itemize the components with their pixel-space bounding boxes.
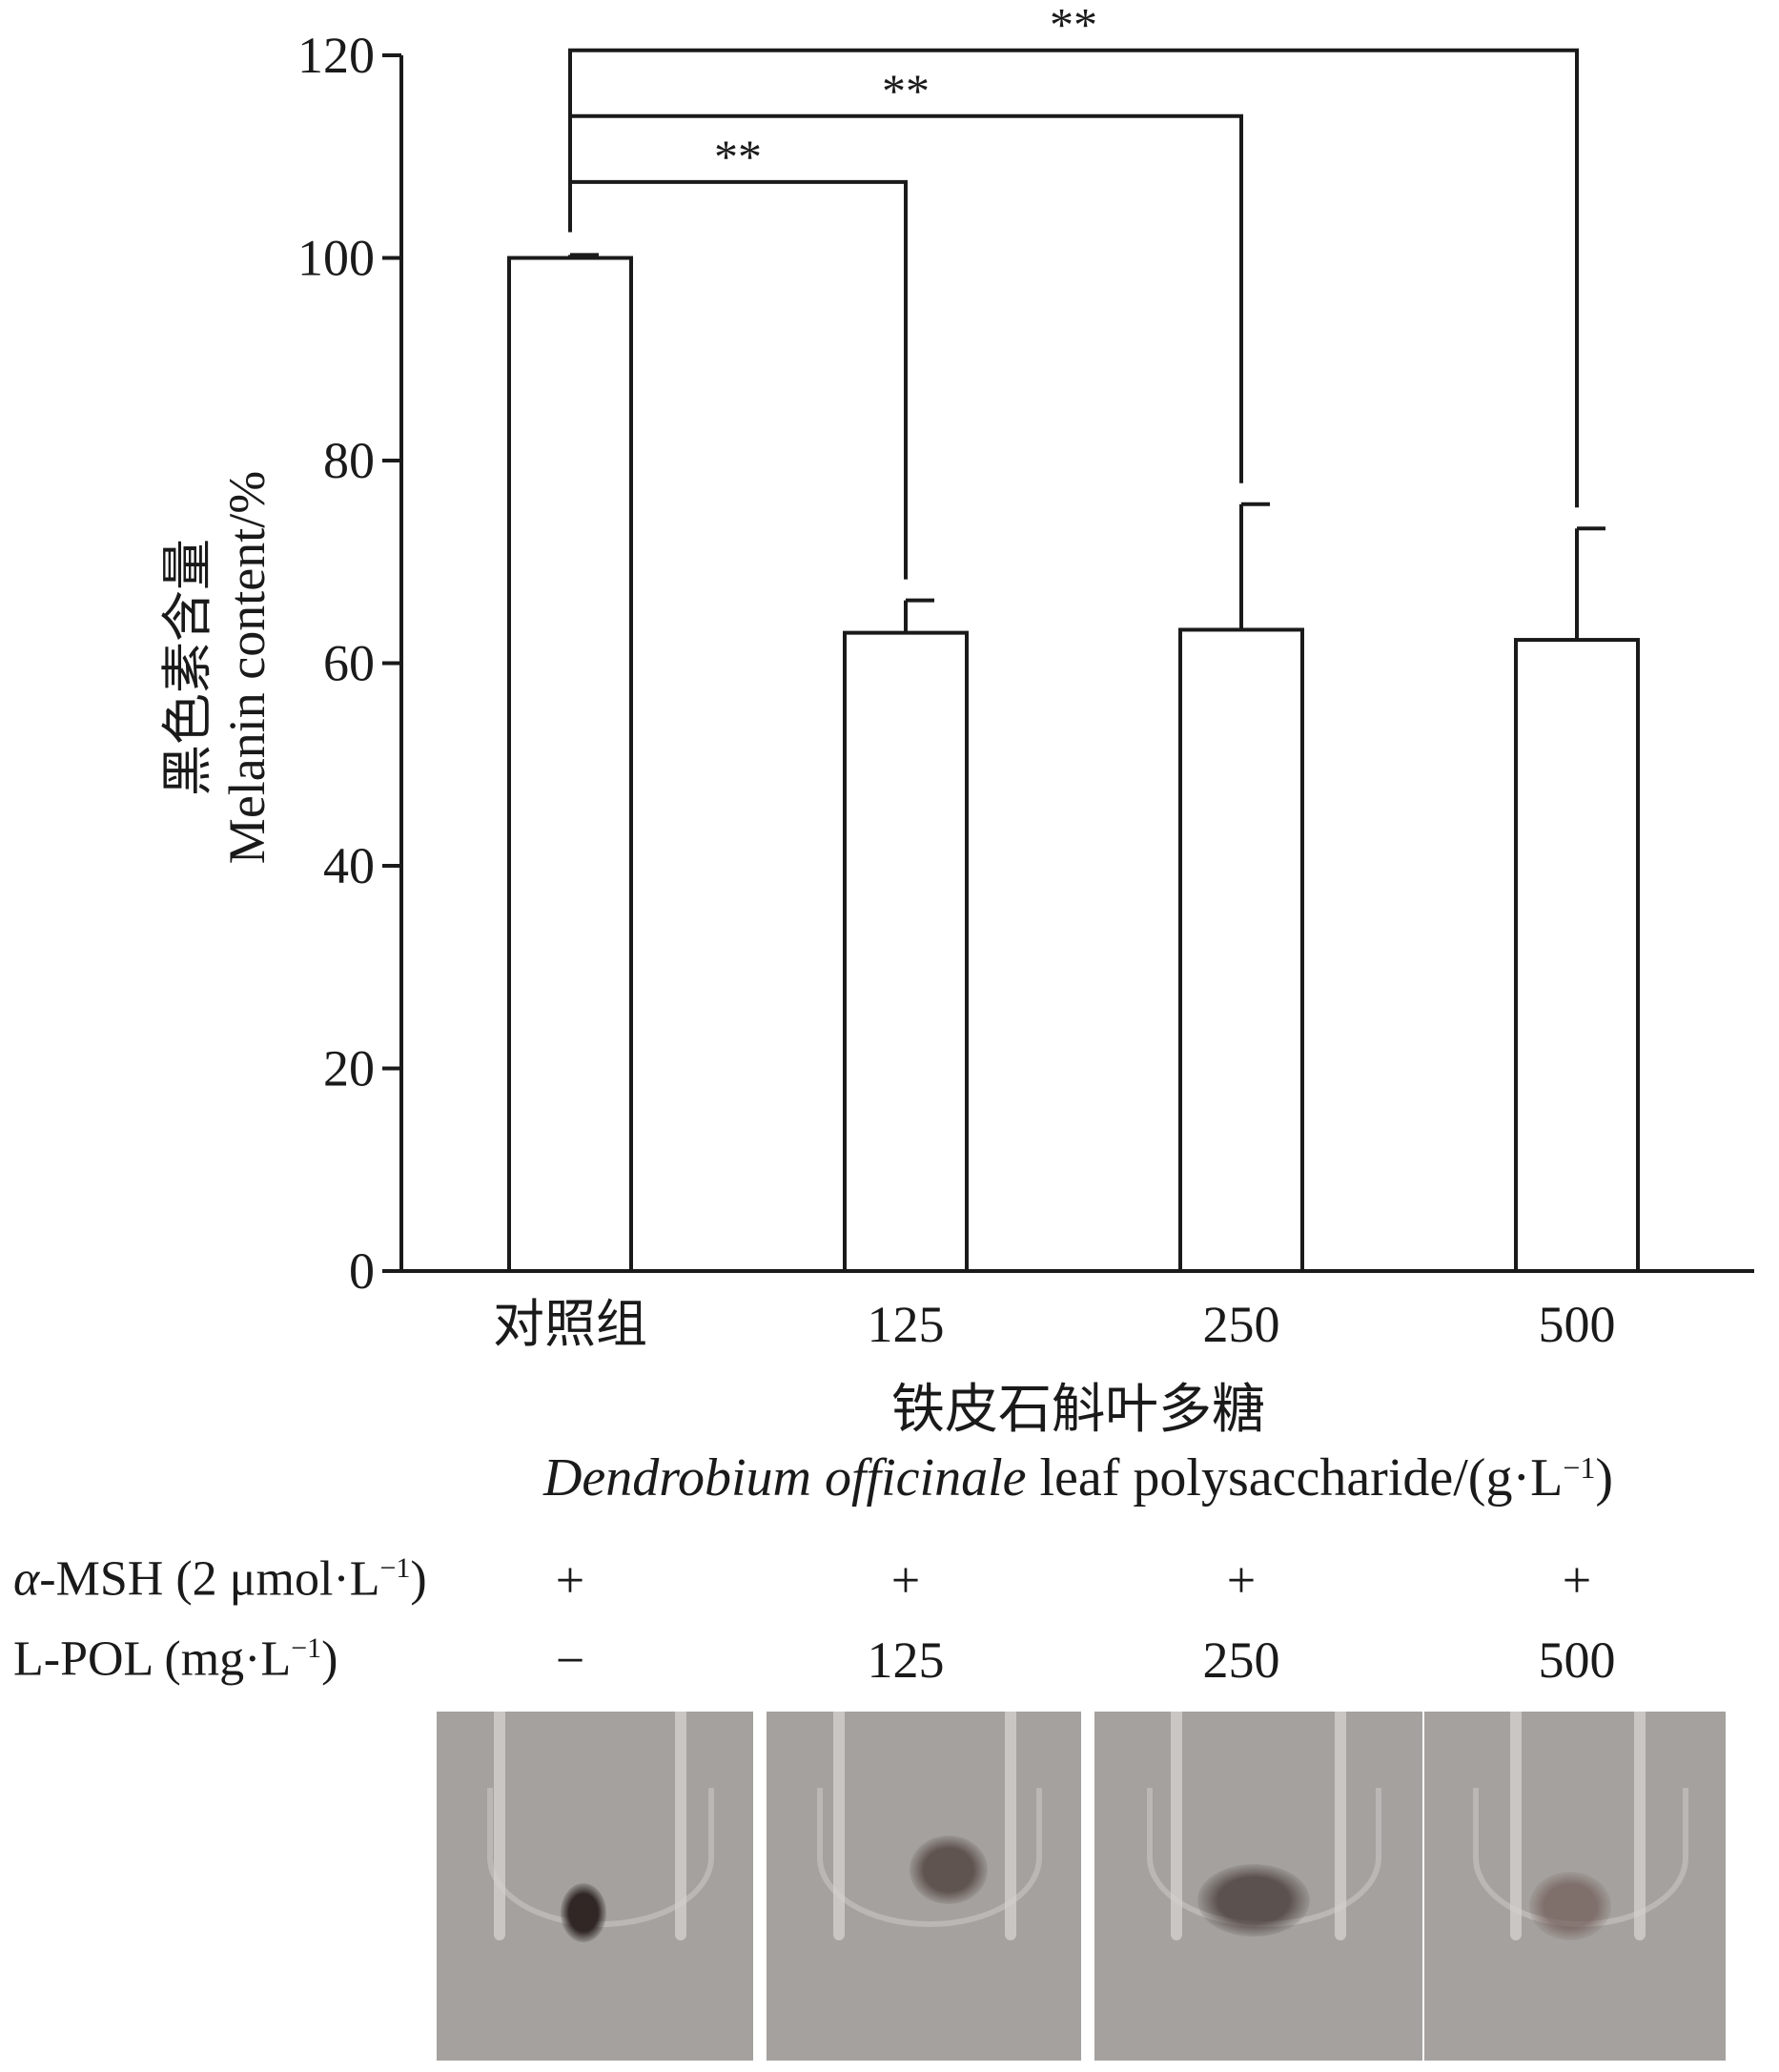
y-tick-label: 0 [349,1242,375,1300]
tube-photo-250 [1094,1712,1422,2061]
melanin-pellet [1197,1864,1310,1937]
melanin-pellet [910,1836,988,1904]
x-axis-label-cn: 铁皮石斛叶多糖 [891,1381,1265,1440]
x-axis-label-en-close: ) [1595,1448,1613,1508]
l-pol-cell-500: 500 [1538,1631,1616,1689]
l-pol-cell-250: 250 [1202,1631,1280,1689]
l-pol-cell-control: − [555,1631,585,1689]
l-pol-label-text: L-POL (mg·L [13,1631,292,1687]
y-tick-label: 120 [297,27,375,84]
y-tick-label: 60 [323,635,375,692]
y-axis-label-cn: 黑色素含量 [159,539,216,796]
y-tick-label: 20 [323,1040,375,1098]
alpha-msh-row-label: α-MSH (2 μmol·L−1) [13,1554,427,1604]
alpha-msh-cell-250: + [1226,1551,1257,1609]
melanin-pellet [561,1883,606,1942]
tube-photo-125 [767,1712,1081,2061]
x-axis-label-en-sup: −1 [1563,1450,1595,1485]
significance-label: ** [1050,0,1097,51]
l-pol-row-label: L-POL (mg·L−1) [13,1634,337,1684]
l-pol-label-close: ) [321,1631,338,1687]
bar [507,256,633,1273]
tube-base [816,1788,1043,1927]
significance-label: ** [882,64,930,117]
bar [843,630,969,1273]
x-tick-label: 对照组 [493,1296,647,1353]
x-axis-label-en: Dendrobium officinale leaf polysaccharid… [542,1448,1613,1508]
x-tick-label: 250 [1203,1296,1280,1353]
alpha-msh-label-sup: −1 [379,1552,411,1584]
significance-bracket [568,48,1579,508]
x-tick-label: 125 [868,1296,945,1353]
alpha-msh-cell-500: + [1562,1551,1592,1609]
tube-photo-control [437,1712,753,2061]
melanin-bar-chart: 0 20 40 60 80 100 120 对照组 125 250 500 ** ** ** 黑色素含量Me… [159,0,1754,1508]
alpha-msh-symbol: α [13,1551,40,1607]
alpha-msh-label-text: -MSH (2 μmol·L [39,1551,380,1607]
x-tick-label: 500 [1539,1296,1616,1353]
alpha-msh-cell-125: + [890,1551,921,1609]
significance-label: ** [714,130,762,183]
alpha-msh-label-close: ) [410,1551,427,1607]
y-axis-label: 黑色素含量Melanin content/% [159,471,276,864]
l-pol-label-sup: −1 [291,1632,322,1664]
bar [1514,638,1640,1273]
melanin-pellet [1529,1872,1611,1940]
bar [1178,627,1304,1273]
y-tick-label: 80 [323,432,375,489]
y-tick-label: 100 [297,230,375,287]
x-axis-label-en-species: Dendrobium officinale [542,1448,1027,1508]
y-tick-label: 40 [323,837,375,894]
tube-photo-500 [1424,1712,1726,2061]
y-axis-label-en: Melanin content/% [218,471,276,864]
l-pol-cell-125: 125 [867,1631,945,1689]
alpha-msh-cell-control: + [555,1551,585,1609]
x-axis-label-en-text: leaf polysaccharide/(g·L [1026,1448,1563,1508]
